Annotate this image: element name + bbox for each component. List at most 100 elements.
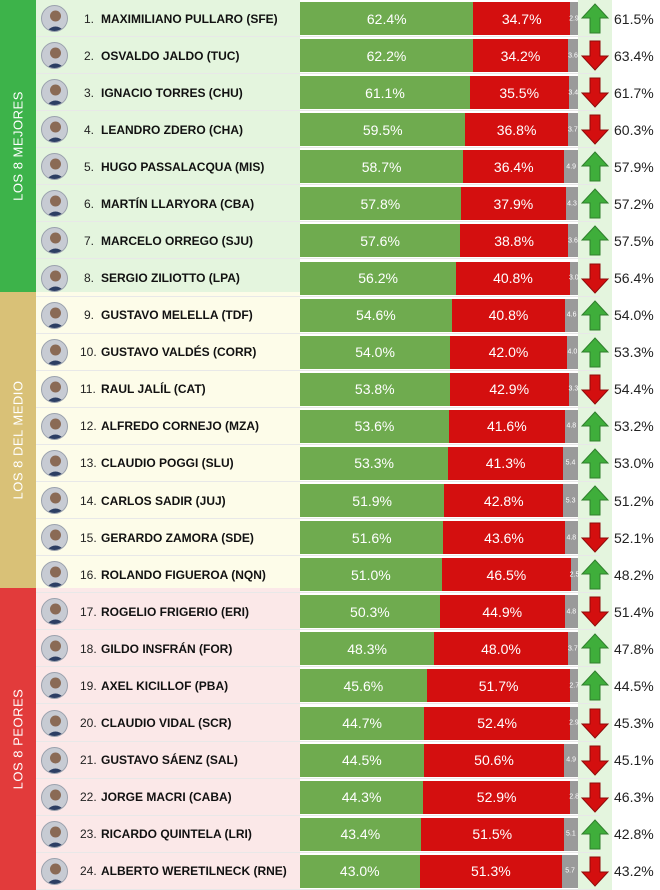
bar-positive-label: 51.6% [351, 529, 392, 546]
rank-number: 16. [80, 567, 97, 582]
bar-positive: 43.0% [300, 854, 420, 888]
bar-other: 3.7 [567, 113, 578, 147]
bar-negative: 34.7% [473, 2, 570, 35]
bar-other-label: 2.5 [569, 571, 580, 579]
governor-name: ALFREDO CORNEJO (MZA) [101, 419, 259, 434]
table-row: 17. ROGELIO FRIGERIO (ERI) 50.3% 44.9% 4.8 51… [0, 593, 660, 631]
governor-name: GILDO INSFRÁN (FOR) [101, 641, 233, 656]
avatar [41, 561, 68, 589]
table-row: 7. MARCELO ORREGO (SJU) 57.6% 38.8% 3.6 57.5% [0, 222, 660, 260]
arrow-down-icon [581, 596, 609, 628]
avatar [41, 5, 68, 32]
bar-positive-label: 43.0% [339, 863, 380, 880]
bar-negative-label: 35.5% [499, 84, 540, 101]
table-row: 13. CLAUDIO POGGI (SLU) 53.3% 41.3% 5.4 53.0% [0, 445, 660, 482]
bar-negative-label: 51.3% [470, 863, 511, 880]
bar-negative: 36.8% [465, 113, 568, 147]
row-divider [36, 443, 600, 445]
avatar [41, 116, 68, 144]
bar-positive: 53.8% [300, 372, 450, 406]
bar-positive-label: 53.6% [354, 418, 395, 435]
governor-name: GUSTAVO VALDÉS (CORR) [101, 345, 257, 360]
avatar [41, 301, 68, 329]
avatar [41, 635, 68, 663]
bar-positive: 56.2% [300, 261, 457, 295]
bar-other-label: 4.8 [566, 422, 577, 430]
arrow-up-icon [581, 336, 609, 368]
bar-positive: 54.0% [300, 335, 451, 369]
rank-number: 19. [80, 678, 97, 693]
bar-negative: 42.9% [449, 372, 569, 406]
arrow-up-icon [581, 188, 609, 219]
group-band-worst [36, 588, 300, 890]
bar-negative: 41.3% [448, 446, 563, 480]
row-divider [36, 703, 600, 705]
rank-number: 2. [83, 48, 94, 63]
bar-positive: 51.0% [300, 558, 442, 592]
bar-other-label: 5.7 [565, 867, 575, 875]
rank-number: 12. [80, 419, 97, 434]
previous-value: 61.5% [614, 10, 654, 27]
arrow-up-icon [581, 411, 609, 442]
table-row: 1. MAXIMILIANO PULLARO (SFE) 62.4% 34.7% 2.9… [0, 0, 660, 37]
bar-other-label: 2.9 [569, 719, 579, 727]
avatar [41, 449, 68, 477]
table-row: 10. GUSTAVO VALDÉS (CORR) 54.0% 42.0% 4.0 53.… [0, 334, 660, 371]
bar-other-label: 3.6 [568, 237, 578, 245]
bar-other: 2.5 [569, 558, 580, 592]
bar-negative: 51.5% [420, 817, 564, 851]
arrow-up-icon [581, 670, 609, 701]
avatar [41, 598, 68, 626]
bar-negative-label: 41.3% [485, 455, 526, 472]
previous-value: 53.3% [614, 344, 654, 361]
arrow-down-icon [581, 263, 609, 294]
bar-positive-label: 53.8% [354, 381, 395, 398]
rank-number: 7. [83, 233, 94, 248]
bar-positive-label: 57.6% [360, 232, 400, 249]
bar-other: 4.9 [564, 150, 578, 184]
arrow-down-icon [581, 114, 609, 145]
row-divider [36, 221, 600, 223]
bar-positive: 51.6% [300, 521, 444, 555]
bar-negative: 44.9% [439, 595, 565, 629]
row-divider [36, 480, 600, 482]
bar-positive: 57.8% [300, 187, 461, 221]
bar-positive-label: 43.4% [340, 826, 381, 843]
bar-other: 4.6 [565, 298, 578, 332]
table-row: 15. GERARDO ZAMORA (SDE) 51.6% 43.6% 4.8 52.1… [0, 519, 660, 557]
governor-name: GERARDO ZAMORA (SDE) [101, 530, 254, 545]
bar-other: 4.8 [564, 409, 578, 443]
bar-other: 3.4 [568, 76, 579, 110]
bar-other: 3.6 [567, 39, 578, 73]
governor-name: HUGO PASSALACQUA (MIS) [101, 159, 265, 174]
table-row: 23. RICARDO QUINTELA (LRI) 43.4% 51.5% 5.1 42… [0, 816, 660, 853]
group-band-best [36, 0, 300, 292]
rank-number: 11. [80, 382, 96, 397]
arrow-up-icon [581, 819, 609, 850]
bar-other: 4.8 [564, 595, 578, 629]
bar-negative-label: 48.0% [481, 640, 521, 657]
bar-positive: 44.3% [300, 780, 424, 814]
bar-other-label: 5.1 [566, 830, 576, 838]
previous-value: 52.1% [614, 529, 654, 546]
bar-positive-label: 53.3% [354, 455, 394, 472]
table-row: 18. GILDO INSFRÁN (FOR) 48.3% 48.0% 3.7 47.8% [0, 630, 660, 668]
bar-other-label: 3.4 [568, 89, 579, 97]
governor-name: AXEL KICILLOF (PBA) [101, 678, 229, 693]
bar-other: 4.9 [564, 743, 578, 777]
bar-negative: 42.8% [444, 484, 564, 518]
table-row: 8. SERGIO ZILIOTTO (LPA) 56.2% 40.8% 3.0 56.4… [0, 260, 660, 297]
previous-value: 46.3% [614, 789, 654, 806]
rank-number: 10. [80, 345, 97, 360]
avatar [41, 746, 68, 774]
bar-positive: 45.6% [300, 669, 427, 703]
bar-negative: 40.8% [451, 298, 566, 332]
bar-negative: 42.0% [450, 335, 567, 369]
bar-positive-label: 44.3% [341, 789, 382, 806]
rank-number: 21. [80, 753, 97, 768]
row-divider [36, 332, 600, 334]
table-row: 24. ALBERTO WERETILNECK (RNE) 43.0% 51.3% 5.… [0, 853, 660, 890]
avatar [41, 153, 68, 181]
governor-name: GUSTAVO SÁENZ (SAL) [101, 753, 238, 768]
avatar [41, 42, 68, 70]
